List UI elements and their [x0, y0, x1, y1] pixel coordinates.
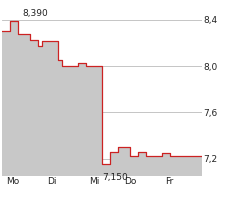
Text: 8,390: 8,390 [22, 9, 48, 18]
Text: 7,150: 7,150 [102, 173, 128, 182]
